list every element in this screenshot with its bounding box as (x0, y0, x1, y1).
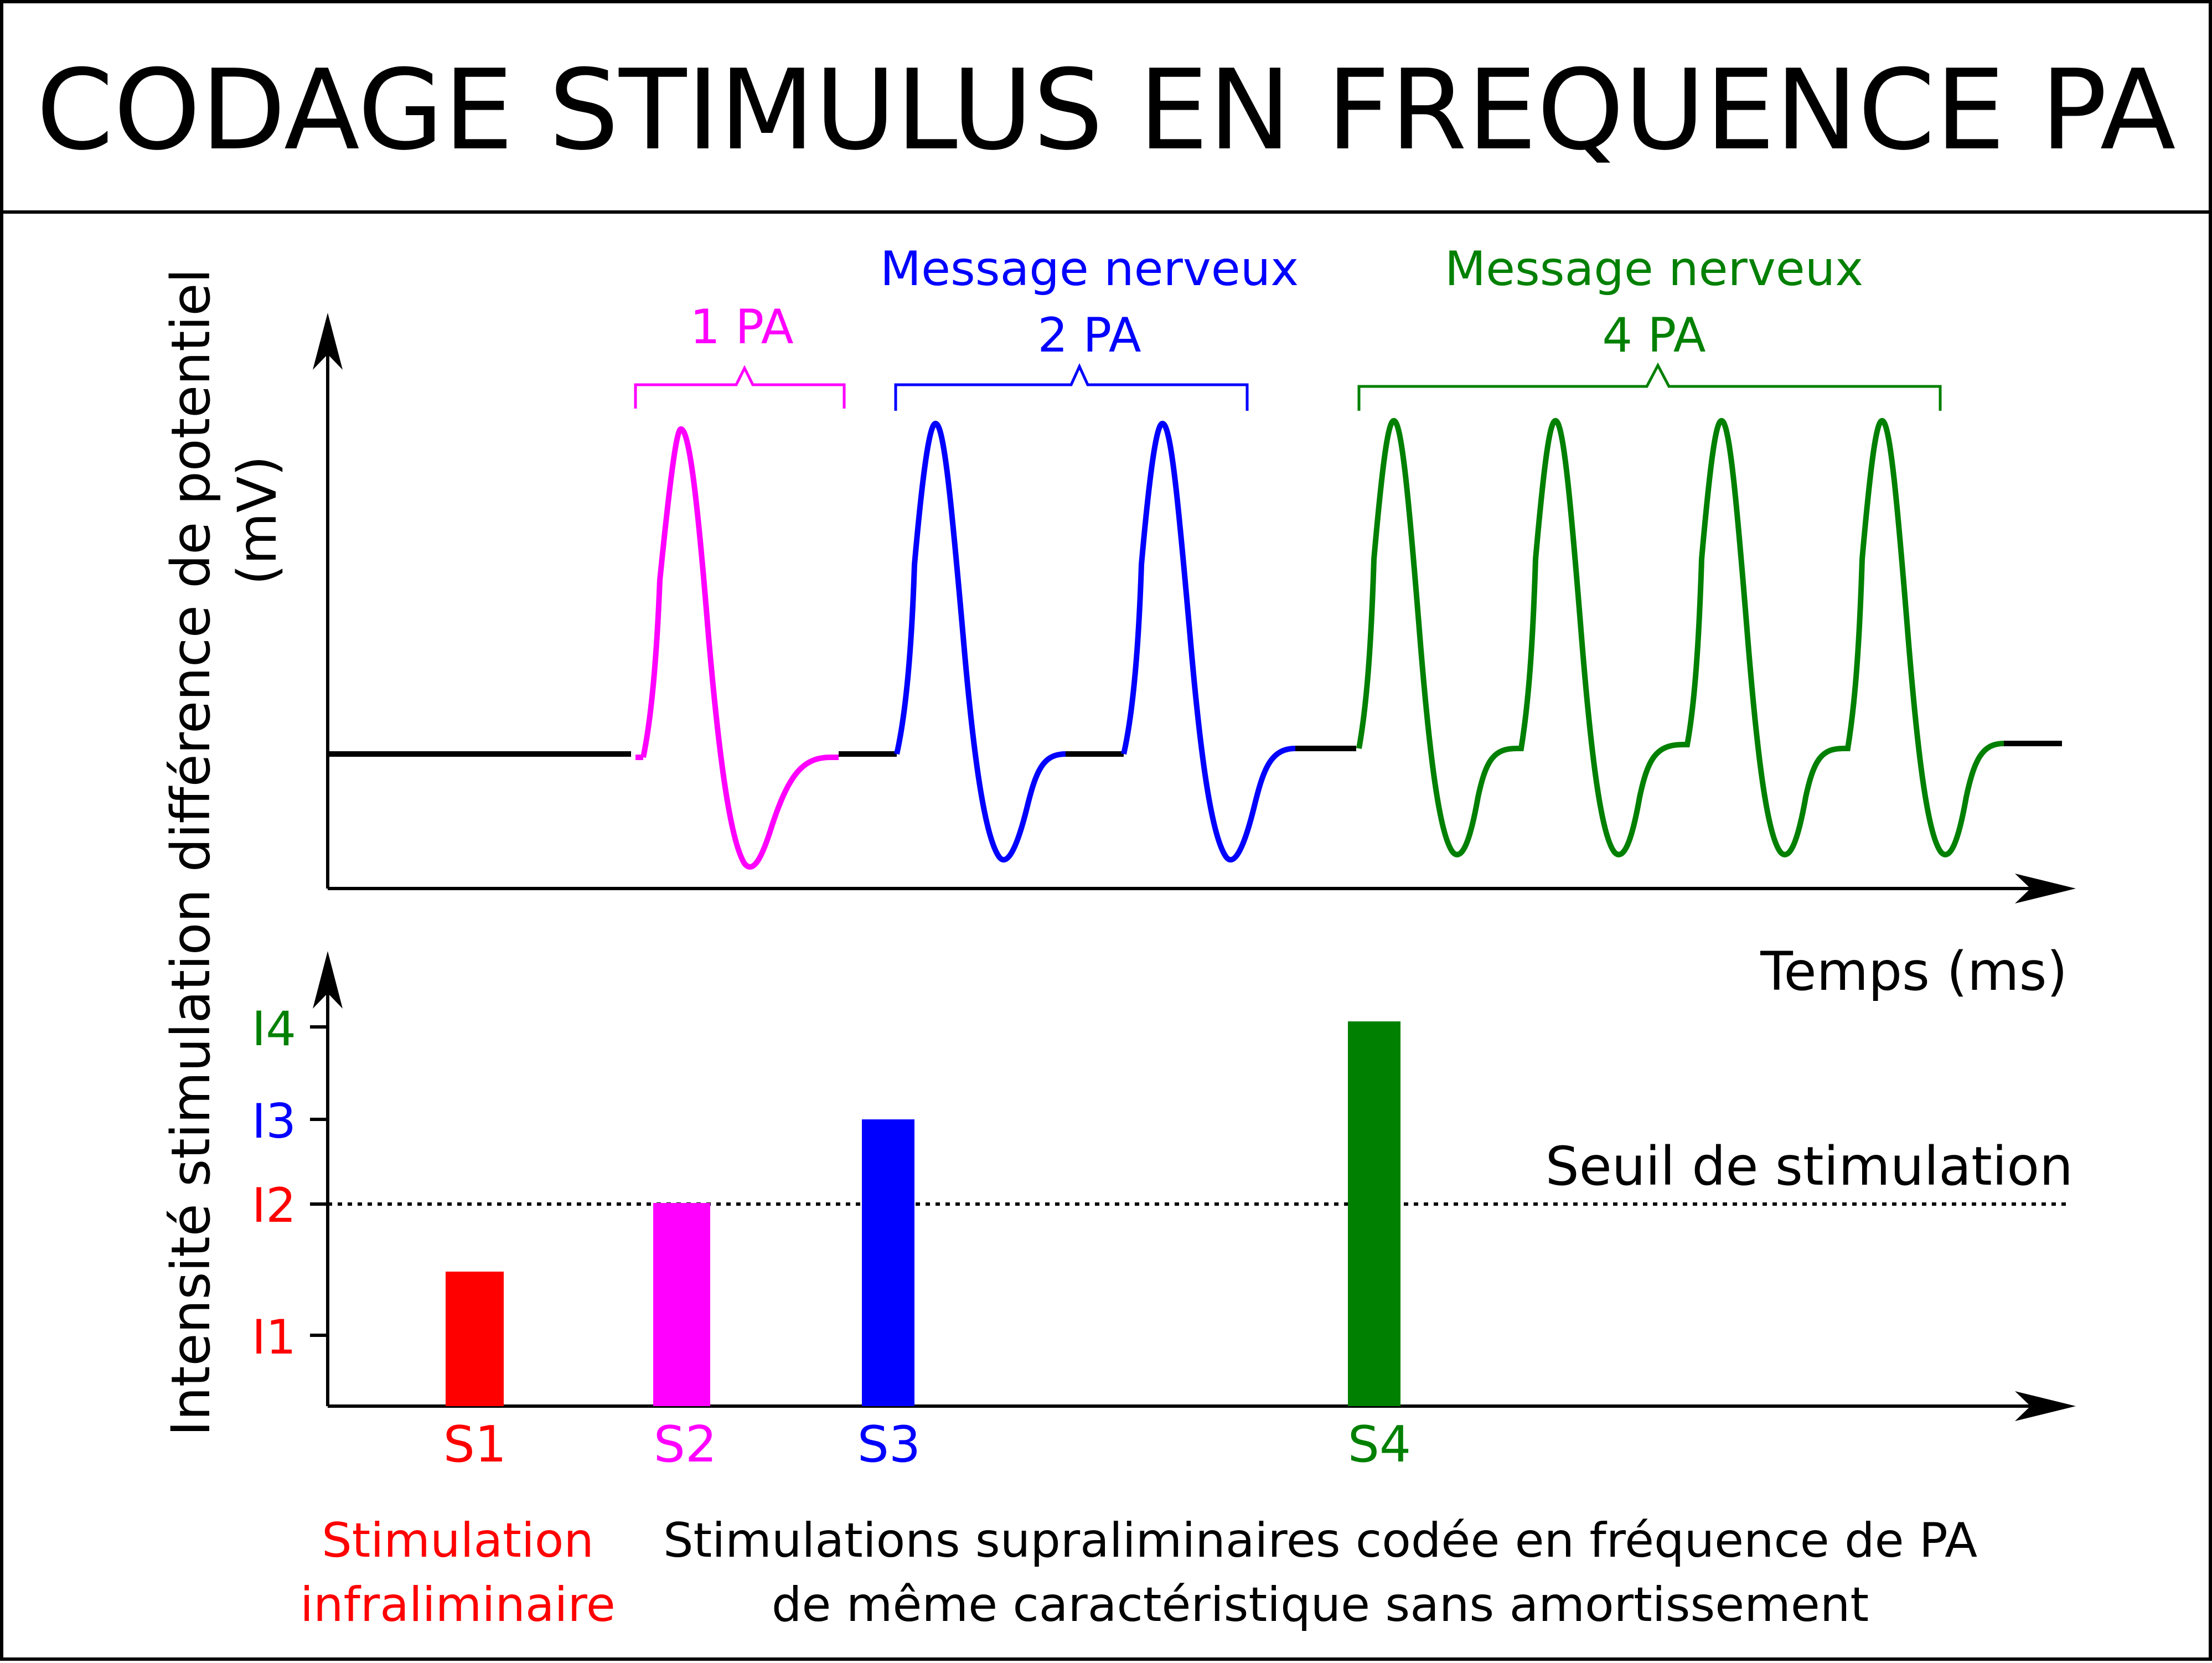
bar-label-s4: S4 (1348, 1416, 1411, 1474)
top-y-axis-label-line2: (mV) (226, 456, 288, 585)
caption-infra-line2: infraliminaire (300, 1577, 616, 1633)
top-x-axis-label: Temps (ms) (1760, 941, 2068, 1003)
pa-group-label: Message nerveux (880, 241, 1299, 297)
pa-bracket (1357, 362, 1942, 411)
caption-infra-line1: Stimulation (322, 1513, 594, 1568)
tick-label-i1: I1 (252, 1310, 296, 1365)
tick-label-i3: I3 (252, 1094, 296, 1149)
resting-baseline (328, 741, 2062, 757)
pa-group-count: 2 PA (1037, 308, 1141, 363)
bar-label-s1: S1 (443, 1416, 507, 1474)
captions: Stimulation infraliminaire Stimulations … (300, 1513, 1977, 1633)
y-ticks (310, 1025, 328, 1337)
pa-group-4: Message nerveux 4 PA (1356, 241, 2004, 858)
pa-bracket (634, 365, 846, 409)
page-title: CODAGE STIMULUS EN FREQUENCE PA (36, 46, 2175, 175)
bar-label-s3: S3 (857, 1416, 921, 1474)
threshold-label: Seuil de stimulation (1546, 1135, 2073, 1197)
caption-supra-line1: Stimulations supraliminaires codée en fr… (663, 1513, 1977, 1568)
top-graph: différence de potentiel (mV) Temps (ms) … (160, 241, 2076, 1003)
top-x-axis-arrow (2015, 874, 2076, 903)
tick-label-i2: I2 (252, 1178, 296, 1233)
bottom-y-axis-arrow (313, 951, 343, 1009)
bottom-graph: Intensité stimulation I1 I2 I3 I4 Seuil … (160, 889, 2076, 1474)
pa-group-2: Message nerveux 2 PA (880, 241, 1299, 863)
pa-group-label: 1 PA (690, 299, 793, 355)
top-y-axis-arrow (313, 313, 343, 370)
pa-group-1: 1 PA (634, 299, 846, 870)
pa-group-label: Message nerveux (1445, 241, 1863, 297)
top-y-axis-label-line1: différence de potentiel (160, 268, 222, 872)
bottom-y-axis-label: Intensité stimulation (160, 889, 222, 1437)
action-potential (640, 426, 839, 870)
action-potential (1121, 420, 1296, 863)
caption-supra-line2: de même caractéristique sans amortisseme… (772, 1577, 1869, 1633)
bar-s2 (653, 1203, 710, 1406)
bar-s3 (862, 1119, 914, 1406)
action-potential-train (1356, 417, 2004, 858)
bar-label-s2: S2 (654, 1416, 717, 1474)
tick-label-i4: I4 (252, 1001, 296, 1057)
pa-group-count: 4 PA (1602, 308, 1705, 363)
bar-s1 (446, 1272, 504, 1406)
bottom-x-axis-arrow (2015, 1391, 2076, 1421)
action-potential (894, 420, 1066, 863)
bar-s4 (1348, 1021, 1400, 1406)
pa-bracket (894, 363, 1249, 411)
